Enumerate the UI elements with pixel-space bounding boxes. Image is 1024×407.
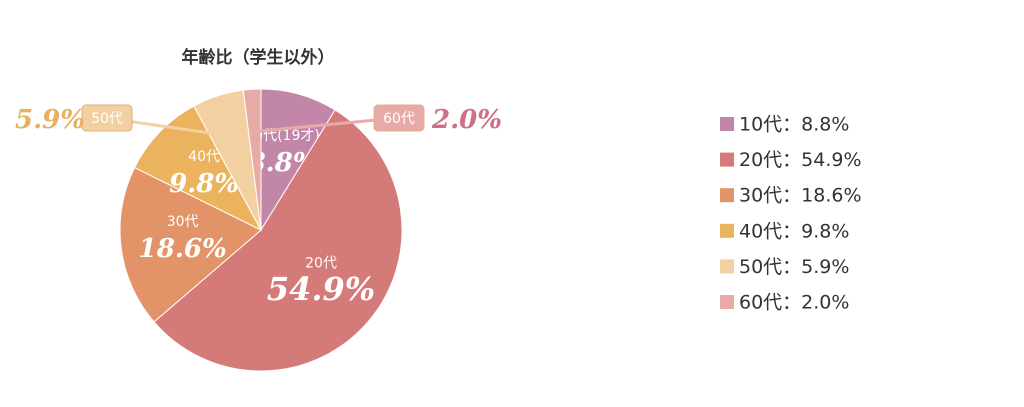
callout-box bbox=[373, 104, 425, 132]
legend-label: 60代：2.0% bbox=[739, 292, 849, 314]
legend-label: 20代：54.9% bbox=[739, 149, 862, 171]
legend-label: 40代：9.8% bbox=[739, 220, 849, 242]
legend-label: 50代：5.9% bbox=[739, 256, 849, 278]
legend-swatch bbox=[720, 295, 734, 309]
legend-swatch bbox=[720, 117, 734, 131]
legend-swatch bbox=[720, 152, 734, 167]
pie-slice bbox=[119, 166, 262, 323]
slice-label: 40代 bbox=[188, 149, 220, 165]
legend-swatch bbox=[720, 188, 734, 203]
slice-label: 20代 bbox=[305, 255, 337, 271]
slice-label: 50代 bbox=[91, 111, 123, 127]
value-label: 18.6% bbox=[139, 234, 227, 264]
value-label: 54.9% bbox=[267, 270, 375, 308]
value-label: 2.0% bbox=[431, 105, 502, 135]
legend-swatch bbox=[720, 259, 734, 274]
legend-label: 10代：8.8% bbox=[739, 114, 849, 136]
slice-label: 30代 bbox=[167, 214, 199, 230]
pie-slice bbox=[242, 88, 262, 231]
value-label: 5.9% bbox=[15, 105, 85, 135]
legend-label: 30代：18.6% bbox=[739, 185, 862, 207]
pie-slice bbox=[133, 105, 263, 232]
slice-label: 60代 bbox=[383, 111, 415, 127]
legend-swatch bbox=[720, 223, 734, 238]
value-label: 9.8% bbox=[169, 169, 239, 199]
callout-box bbox=[81, 104, 133, 132]
chart-title: 年齢比（学生以外） bbox=[182, 47, 335, 68]
pie-slice bbox=[153, 109, 403, 372]
